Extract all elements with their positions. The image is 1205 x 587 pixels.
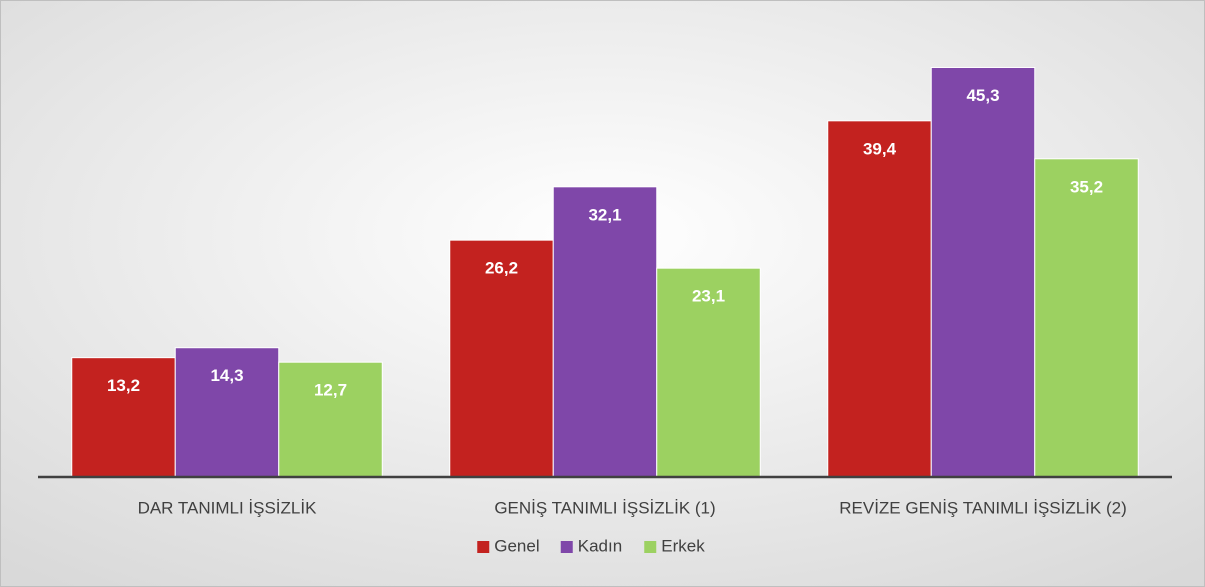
x-tick-label: DAR TANIMLI İŞSİZLİK — [138, 498, 318, 517]
bar — [552, 186, 658, 478]
data-label: 32,1 — [588, 205, 621, 224]
legend-swatch — [560, 541, 573, 553]
legend-label: Erkek — [661, 536, 705, 555]
legend-swatch — [644, 541, 657, 553]
bar — [827, 120, 932, 478]
legend-swatch — [477, 541, 490, 553]
legend-label: Kadın — [578, 536, 622, 555]
data-label: 35,2 — [1070, 177, 1103, 196]
x-tick-label: REVİZE GENİŞ TANIMLI İŞSİZLİK (2) — [839, 498, 1127, 517]
x-tick-label: GENİŞ TANIMLI İŞSİZLİK (1) — [494, 498, 715, 517]
data-label: 45,3 — [966, 86, 999, 105]
bar — [278, 361, 383, 478]
bar — [71, 357, 176, 478]
data-label: 39,4 — [863, 139, 897, 158]
data-label: 12,7 — [314, 381, 347, 400]
legend-label: Genel — [494, 536, 539, 555]
bar — [449, 239, 554, 478]
bar — [656, 267, 761, 478]
bar — [1034, 158, 1139, 478]
data-label: 23,1 — [692, 287, 725, 306]
data-label: 26,2 — [485, 259, 518, 278]
data-label: 14,3 — [210, 366, 243, 385]
bar — [174, 347, 280, 478]
bar — [930, 66, 1036, 478]
data-label: 13,2 — [107, 376, 140, 395]
